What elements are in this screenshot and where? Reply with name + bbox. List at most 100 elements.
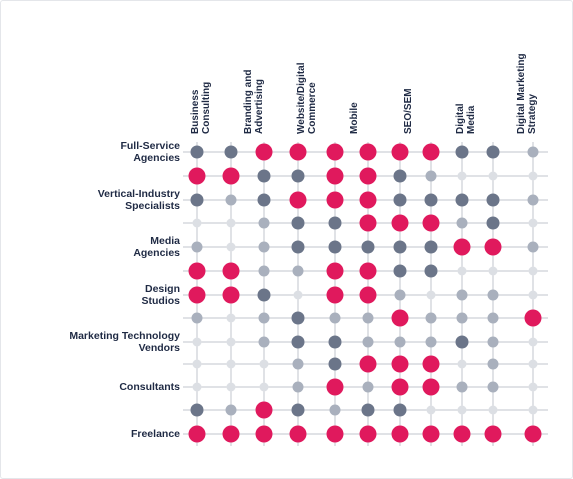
matrix-dot-high [359, 262, 377, 280]
matrix-dot-medium [190, 145, 204, 159]
matrix-dot-high [326, 143, 344, 161]
matrix-dot-low [329, 312, 341, 324]
matrix-dot-high [326, 378, 344, 396]
matrix-dot-none [528, 359, 538, 369]
matrix-dot-high [289, 191, 307, 209]
matrix-dot-medium [455, 335, 469, 349]
matrix-dot-none [528, 266, 538, 276]
matrix-dot-none [226, 337, 236, 347]
group-label: Freelance [130, 428, 180, 440]
matrix-dot-none [192, 359, 202, 369]
matrix-dot-high [222, 167, 240, 185]
matrix-dot-high [422, 355, 440, 373]
group-label: Full-Service Agencies [120, 140, 180, 164]
matrix-dot-high [326, 191, 344, 209]
matrix-dot-high [359, 214, 377, 232]
matrix-dot-none [259, 382, 269, 392]
matrix-dot-medium [328, 357, 342, 371]
matrix-dot-none [528, 405, 538, 415]
matrix-dot-high [289, 425, 307, 443]
matrix-dot-low [292, 381, 304, 393]
matrix-dot-medium [486, 193, 500, 207]
matrix-dot-high [391, 425, 409, 443]
matrix-dot-high [453, 238, 471, 256]
matrix-dot-medium [291, 169, 305, 183]
matrix-dot-medium [393, 193, 407, 207]
matrix-dot-high [524, 309, 542, 327]
matrix-dot-high [188, 286, 206, 304]
matrix-dot-high [289, 143, 307, 161]
column-label: Website/Digital Commerce [296, 62, 318, 135]
matrix-dot-low [258, 241, 270, 253]
matrix-dot-none [259, 359, 269, 369]
matrix-dot-none [528, 218, 538, 228]
matrix-dot-high [359, 425, 377, 443]
matrix-dot-high [359, 167, 377, 185]
matrix-dot-medium [190, 403, 204, 417]
matrix-dot-low [292, 265, 304, 277]
matrix-dot-low [456, 217, 468, 229]
group-label: Vertical-Industry Specialists [97, 188, 180, 212]
matrix-dot-medium [393, 403, 407, 417]
group-label: Marketing Technology Vendors [69, 330, 180, 354]
matrix-dot-low [425, 312, 437, 324]
matrix-dot-high [359, 143, 377, 161]
matrix-dot-medium [328, 216, 342, 230]
matrix-dot-high [391, 309, 409, 327]
matrix-dot-none [488, 405, 498, 415]
matrix-dot-none [488, 171, 498, 181]
matrix-dot-medium [328, 240, 342, 254]
matrix-dot-medium [455, 145, 469, 159]
matrix-dot-low [225, 194, 237, 206]
matrix-dot-medium [224, 145, 238, 159]
matrix-dot-medium [486, 145, 500, 159]
matrix-dot-low [487, 289, 499, 301]
matrix-dot-high [391, 214, 409, 232]
matrix-dot-high [453, 425, 471, 443]
dots-layer [188, 143, 542, 443]
matrix-dot-high [188, 167, 206, 185]
matrix-dot-medium [424, 193, 438, 207]
column-label: Mobile [349, 102, 360, 134]
matrix-dot-low [527, 194, 539, 206]
matrix-dot-none [192, 337, 202, 347]
matrix-dot-none [293, 290, 303, 300]
matrix-dot-medium [486, 216, 500, 230]
matrix-dot-low [394, 289, 406, 301]
matrix-dot-medium [257, 169, 271, 183]
matrix-dot-medium [328, 335, 342, 349]
matrix-dot-low [225, 404, 237, 416]
matrix-dot-high [524, 425, 542, 443]
column-label: Branding and Advertising [243, 69, 265, 134]
matrix-dot-none [426, 290, 436, 300]
matrix-dot-high [326, 262, 344, 280]
matrix-dot-high [422, 378, 440, 396]
matrix-dot-none [226, 313, 236, 323]
matrix-dot-high [188, 262, 206, 280]
matrix-dot-low [394, 336, 406, 348]
matrix-dot-high [391, 143, 409, 161]
matrix-dot-none [226, 218, 236, 228]
matrix-dot-none [528, 290, 538, 300]
matrix-dot-none [192, 218, 202, 228]
matrix-dot-low [191, 312, 203, 324]
matrix-dot-high [222, 286, 240, 304]
matrix-dot-low [258, 265, 270, 277]
group-label: Media Agencies [133, 235, 180, 259]
matrix-dot-high [326, 286, 344, 304]
matrix-dot-none [226, 382, 236, 392]
matrix-dot-low [456, 312, 468, 324]
matrix-dot-high [222, 262, 240, 280]
matrix-dot-medium [291, 216, 305, 230]
matrix-dot-medium [393, 240, 407, 254]
matrix-dot-medium [257, 288, 271, 302]
matrix-dot-high [255, 425, 273, 443]
matrix-dot-none [457, 266, 467, 276]
matrix-dot-high [484, 238, 502, 256]
matrix-dot-none [192, 382, 202, 392]
matrix-dot-low [527, 241, 539, 253]
matrix-dot-low [487, 336, 499, 348]
matrix-dot-high [422, 143, 440, 161]
